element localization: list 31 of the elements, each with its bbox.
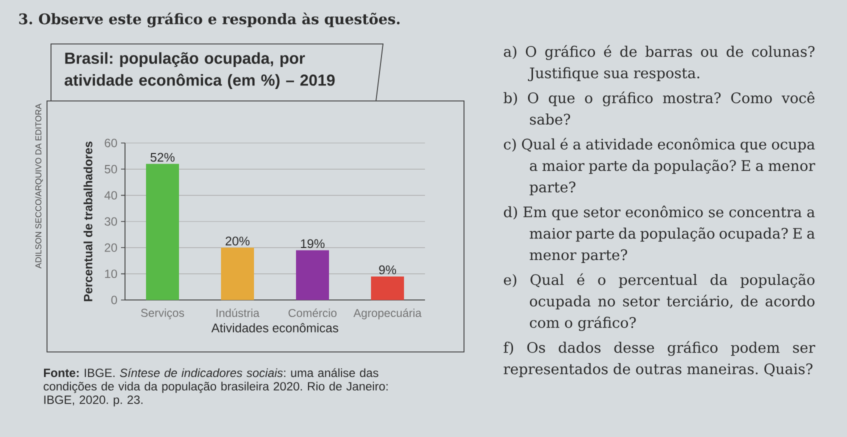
text: d) Em que setor econômico se concentra a maior parte da população ocupada? E a menor parte? bbox=[504, 206, 815, 264]
data-label: 9% bbox=[379, 265, 396, 274]
bar bbox=[221, 248, 254, 300]
text: a) O gráfico é de barras ou de colunas? Justifique sua resposta. bbox=[504, 45, 814, 82]
y-tick-label: 20 bbox=[104, 243, 118, 252]
bar bbox=[371, 276, 404, 300]
text: f) Os dados desse gráfico podem ser representados de outras maneiras. Quais? bbox=[504, 341, 816, 378]
text: c) Qual é a atividade econômica que ocupa a maior parte da população? E a menor parte? bbox=[504, 138, 816, 196]
y-tick-label: 0 bbox=[111, 296, 118, 304]
data-label: 19% bbox=[301, 239, 325, 248]
text: ADILSON SECCO/ARQUIVO DA EDITORA bbox=[35, 104, 43, 268]
text: Fonte: IBGE. Síntese de indicadores sociais: uma análise das condições de vida da população brasileira 2020. Rio de Janeiro: IBGE, 2020. p. 23. bbox=[44, 368, 388, 406]
y-axis-title: Percentual de trabalhadores bbox=[84, 142, 92, 302]
y-tick-label: 10 bbox=[105, 270, 118, 278]
data-label: 52% bbox=[150, 152, 175, 162]
y-tick-label: 40 bbox=[104, 191, 118, 200]
text: b) O que o gráfico mostra? Como você sabe? bbox=[504, 92, 814, 125]
x-tick-label: Indústria bbox=[216, 308, 260, 318]
y-tick-label: 30 bbox=[104, 217, 118, 226]
bar bbox=[146, 164, 180, 300]
x-axis-title: Atividades econômicas bbox=[211, 323, 338, 332]
y-tick-label: 60 bbox=[104, 138, 118, 148]
y-tick-label: 50 bbox=[104, 164, 118, 174]
text: e) Qual é o percentual da população ocupada no setor terciário, de acordo com o gráfico? bbox=[504, 273, 814, 331]
text: 3. Observe este gráfico e responda às questões. bbox=[19, 12, 400, 28]
x-tick-label: Serviços bbox=[141, 308, 184, 320]
bar bbox=[296, 250, 330, 300]
data-label: 20% bbox=[226, 236, 250, 246]
x-tick-label: Agropecuária bbox=[353, 308, 422, 320]
x-tick-label: Comércio bbox=[288, 308, 337, 318]
chart-title: Brasil: população ocupada, por atividade econômica (em %) – 2019 bbox=[64, 52, 335, 89]
